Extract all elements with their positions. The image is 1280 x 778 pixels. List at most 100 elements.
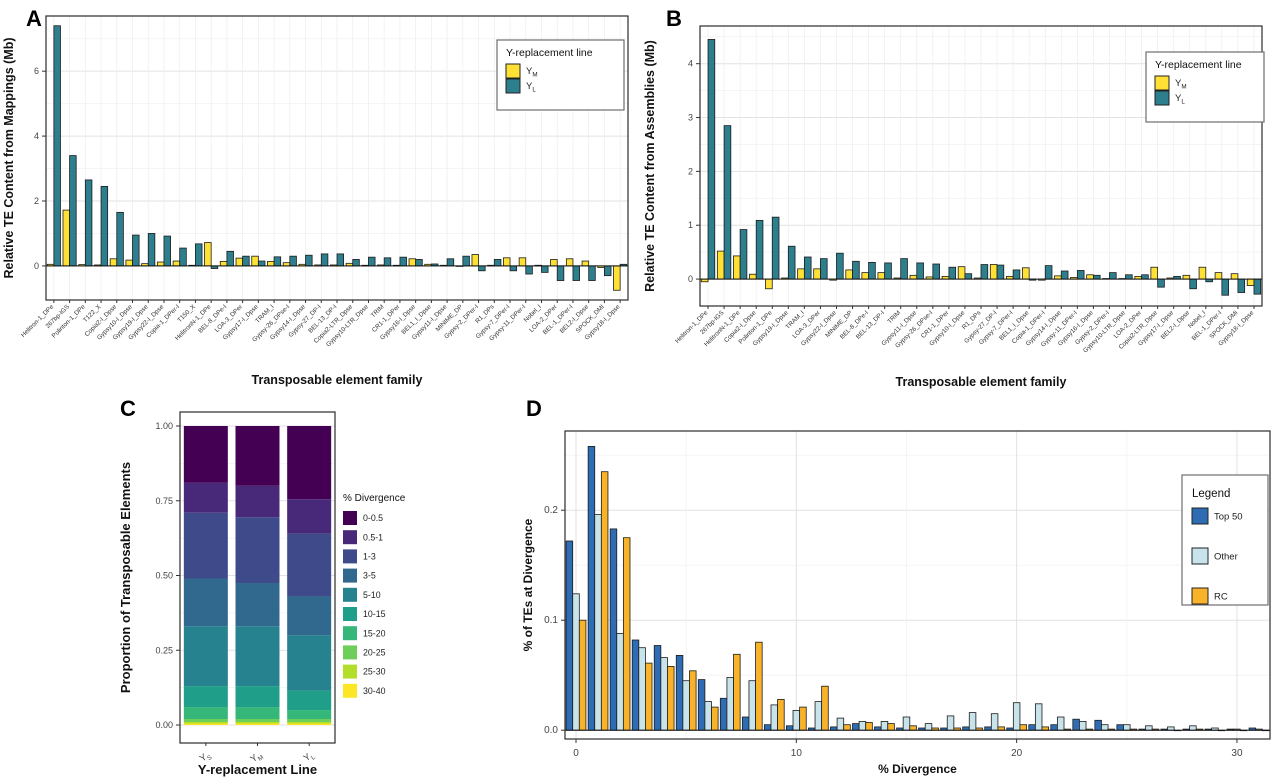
legend-key-label: 1-3: [363, 551, 376, 561]
bar-Y_L: [916, 262, 924, 280]
stack-segment-3-5: [235, 582, 280, 627]
bar-Y_L: [132, 234, 140, 267]
panel-border: [179, 411, 336, 744]
bar-Y_L: [53, 25, 61, 267]
bar-Other: [572, 593, 580, 731]
bar-Y_L: [84, 179, 93, 267]
bar-Y_L: [1253, 278, 1262, 295]
y-tick-label: 0.2: [544, 505, 558, 516]
bar-Y_L: [100, 185, 109, 267]
bar-Y_M: [765, 278, 773, 290]
bar-Y_L: [1157, 278, 1165, 288]
legend-key-swatch: [1154, 75, 1170, 91]
stack-segment-20-25: [287, 719, 332, 723]
bar-Y_M: [797, 268, 805, 280]
bar-Y_L: [723, 125, 732, 280]
bar-Y_L: [257, 260, 266, 267]
x-category-label: YS: [198, 749, 214, 765]
bar-Other: [792, 709, 801, 731]
stack-segment-5-10: [287, 635, 332, 691]
bar-RC: [733, 653, 741, 731]
bar-Y_M: [219, 260, 228, 267]
legend-key-swatch: [343, 511, 357, 525]
bar-Y_L: [226, 250, 234, 267]
stack-segment-30-40: [235, 723, 280, 725]
bar-Other: [1012, 702, 1021, 731]
bar-Y_L: [116, 211, 124, 267]
bar-Other: [1101, 724, 1109, 731]
x-tick-label: 10: [791, 748, 803, 759]
legend-key-swatch: [343, 607, 357, 621]
stack-segment-0-0.5: [287, 426, 332, 500]
legend-key-label: 25-30: [363, 667, 386, 677]
bar-RC: [600, 471, 609, 731]
legend-key-label: YL: [1175, 93, 1185, 106]
y-tick-label: 3: [688, 113, 693, 123]
bar-Other: [880, 720, 889, 731]
bar-Other: [1123, 724, 1131, 731]
bar-Other: [1189, 725, 1197, 731]
legend-key-swatch: [505, 63, 521, 79]
panel-c: YS YM YL 0.00 0.25 0.50 0.75 1.00 Y-replacement …: [100, 393, 520, 778]
bar-Y_M: [172, 260, 181, 267]
panel-a: 0 2 4 6 Helitron-1_DPe 267bp-IGS Polinton-1_DP…: [0, 0, 640, 393]
bar-Top 50: [1072, 718, 1080, 731]
stack-segment-10-15: [183, 686, 228, 708]
label-part: Y: [526, 66, 533, 77]
legend-key-label: YM: [526, 66, 538, 79]
bar-Y_L: [1189, 278, 1197, 290]
bar-Y_L: [787, 245, 796, 280]
bar-Top 50: [1028, 724, 1036, 731]
bar-Y_L: [932, 263, 940, 280]
legend-key-swatch: [343, 683, 357, 698]
bar-Y_L: [399, 256, 407, 267]
y-tick-label: 0.1: [544, 615, 558, 626]
bar-Y_L: [242, 255, 250, 267]
bar-Y_M: [1182, 274, 1191, 280]
bar-RC: [887, 723, 895, 731]
legend-key-swatch: [343, 626, 357, 641]
panel-b-label: B: [666, 6, 682, 31]
bar-Y_L: [755, 219, 764, 280]
stack-segment-0-0.5: [235, 426, 280, 486]
bar-Y_L: [368, 256, 376, 267]
legend-title: % Divergence: [343, 493, 406, 504]
bar-Y_M: [861, 272, 870, 280]
legend-key-label: RC: [1214, 592, 1228, 603]
bar-RC: [645, 662, 653, 731]
stack-segment-20-25: [183, 719, 228, 723]
bar-Y_L: [1012, 269, 1021, 280]
bar-Y_M: [251, 255, 259, 267]
legend-box: [1181, 474, 1269, 606]
y-tick-label: 6: [34, 66, 39, 76]
y-tick-label: 1.00: [155, 421, 173, 431]
bar-Other: [638, 647, 646, 731]
bar-Other: [682, 680, 690, 731]
label-part: L: [532, 87, 536, 94]
bar-Y_L: [336, 253, 345, 267]
bar-Y_L: [996, 264, 1005, 280]
bar-Y_L: [588, 265, 596, 281]
stack-segment-3-5: [183, 578, 228, 627]
label-part: Y: [1175, 93, 1182, 104]
bar-Y_L: [900, 258, 908, 280]
stack-segment-10-15: [235, 686, 280, 708]
bar-Y_L: [195, 243, 203, 267]
label-part: L: [310, 754, 317, 762]
y-tick-label: 4: [34, 131, 39, 141]
y-tick-label: 0.50: [155, 571, 173, 581]
bar-Other: [660, 657, 668, 731]
x-tick-label: 30: [1231, 748, 1243, 759]
stack-segment-30-40: [287, 723, 332, 725]
bar-RC: [578, 619, 587, 731]
bar-Y_M: [267, 260, 275, 267]
legend-key-label: 5-10: [363, 590, 381, 600]
bar-Other: [836, 717, 845, 731]
bar-Y_L: [836, 252, 844, 280]
bar-Y_M: [989, 264, 998, 280]
bar-Other: [968, 712, 977, 731]
y-tick-label: 0.25: [155, 645, 173, 655]
stack-segment-25-30: [287, 722, 332, 724]
bar-Y_L: [868, 261, 876, 280]
bar-Top 50: [719, 697, 728, 731]
